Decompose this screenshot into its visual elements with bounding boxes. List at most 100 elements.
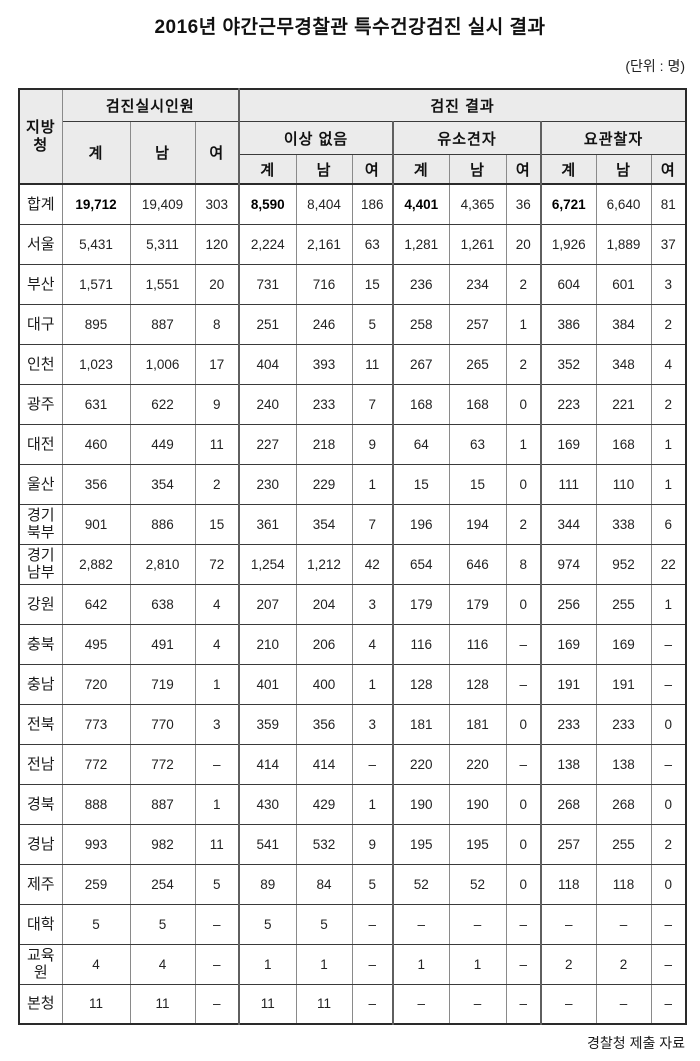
data-cell: 259 — [61, 863, 131, 905]
data-cell: 338 — [595, 503, 652, 545]
table-row: 대전 460 449 11 227 218 9 64 63 1 169 168 1 — [18, 423, 687, 465]
data-cell: 8,590 — [238, 183, 297, 225]
header-examined-total: 계 — [61, 121, 131, 185]
data-cell: 1 — [505, 303, 542, 345]
data-cell: 887 — [129, 783, 196, 825]
header-findings-total: 계 — [392, 154, 450, 185]
data-cell: 429 — [295, 783, 353, 825]
data-cell: 2 — [650, 383, 687, 425]
table-row: 대학 5 5–5 5– – – – – – – — [18, 903, 687, 945]
data-cell: 356 — [295, 703, 353, 745]
data-cell: 195 — [448, 823, 507, 865]
data-cell: 110 — [595, 463, 652, 505]
data-cell: 0 — [505, 703, 542, 745]
data-cell: 15 — [392, 463, 450, 505]
data-cell: 1 — [650, 423, 687, 465]
data-cell: 254 — [129, 863, 196, 905]
data-cell: 169 — [540, 623, 597, 665]
data-cell: 2,161 — [295, 223, 353, 265]
header-exam-results-group: 검진 결과 — [238, 88, 687, 122]
data-cell: 267 — [392, 343, 450, 385]
data-cell: 196 — [392, 503, 450, 545]
data-cell: 194 — [448, 503, 507, 545]
data-cell: 770 — [129, 703, 196, 745]
data-cell: 5 — [295, 903, 353, 945]
data-cell: 4 — [61, 943, 131, 985]
data-cell: 11 — [351, 343, 394, 385]
header-subgroup-normal: 이상 없음 — [238, 121, 394, 155]
data-cell: – — [448, 903, 507, 945]
data-cell: 81 — [650, 183, 687, 225]
data-cell: 460 — [61, 423, 131, 465]
data-cell: 0 — [505, 783, 542, 825]
data-cell: 19,409 — [129, 183, 196, 225]
data-cell: 11 — [129, 983, 196, 1025]
data-cell: 15 — [448, 463, 507, 505]
table-row: 충북 495 491 4 210 206 4 116 116–169 169– — [18, 623, 687, 665]
header-findings-female: 여 — [505, 154, 542, 185]
data-cell: 11 — [194, 823, 240, 865]
data-cell: 223 — [540, 383, 597, 425]
data-cell: – — [505, 663, 542, 705]
data-cell: 952 — [595, 543, 652, 585]
data-cell: 11 — [194, 423, 240, 465]
header-examined-female: 여 — [194, 121, 240, 185]
header-examined-count-group: 검진실시인원 — [61, 88, 240, 122]
data-cell: – — [650, 663, 687, 705]
data-cell: 3 — [650, 263, 687, 305]
header-observation-male: 남 — [595, 154, 652, 185]
data-cell: 1 — [351, 463, 394, 505]
data-cell: – — [351, 903, 394, 945]
data-cell: 221 — [595, 383, 652, 425]
table-row: 대구 895 887 8 251 246 5 258 257 1 386 384 2 — [18, 303, 687, 345]
data-cell: 5,431 — [61, 223, 131, 265]
header-normal-female: 여 — [351, 154, 394, 185]
data-cell: – — [194, 903, 240, 945]
data-cell: 4 — [650, 343, 687, 385]
data-cell: 220 — [448, 743, 507, 785]
row-label: 전북 — [18, 703, 63, 745]
data-cell: – — [505, 743, 542, 785]
data-cell: 11 — [238, 983, 297, 1025]
data-cell: 8 — [194, 303, 240, 345]
data-cell: 532 — [295, 823, 353, 865]
data-cell: 268 — [540, 783, 597, 825]
data-cell: 84 — [295, 863, 353, 905]
data-cell: 4,401 — [392, 183, 450, 225]
data-cell: 118 — [540, 863, 597, 905]
data-cell: 233 — [595, 703, 652, 745]
data-cell: – — [351, 943, 394, 985]
data-cell: 6 — [650, 503, 687, 545]
data-cell: 2 — [505, 503, 542, 545]
data-cell: 772 — [129, 743, 196, 785]
data-cell: 15 — [351, 263, 394, 305]
data-cell: 268 — [595, 783, 652, 825]
data-cell: 169 — [540, 423, 597, 465]
data-cell: 236 — [392, 263, 450, 305]
data-cell: 218 — [295, 423, 353, 465]
data-cell: 116 — [448, 623, 507, 665]
data-cell: 2 — [505, 263, 542, 305]
data-cell: 4,365 — [448, 183, 507, 225]
data-cell: 6,721 — [540, 183, 597, 225]
header-observation-female: 여 — [650, 154, 687, 185]
data-cell: 0 — [505, 863, 542, 905]
data-cell: – — [650, 903, 687, 945]
data-cell: 168 — [392, 383, 450, 425]
data-cell: 654 — [392, 543, 450, 585]
data-cell: 9 — [194, 383, 240, 425]
data-cell: – — [505, 943, 542, 985]
data-cell: 1,261 — [448, 223, 507, 265]
data-cell: 257 — [540, 823, 597, 865]
data-cell: 181 — [448, 703, 507, 745]
data-cell: 354 — [295, 503, 353, 545]
data-cell: 17 — [194, 343, 240, 385]
table-row: 부산 1,571 1,551 20 731 716 15 236 234 2 604 601 3 — [18, 263, 687, 305]
row-label: 교육원 — [18, 943, 63, 985]
data-cell: 716 — [295, 263, 353, 305]
data-cell: 4 — [351, 623, 394, 665]
data-cell: 400 — [295, 663, 353, 705]
data-cell: 356 — [61, 463, 131, 505]
data-cell: 430 — [238, 783, 297, 825]
row-label: 강원 — [18, 583, 63, 625]
